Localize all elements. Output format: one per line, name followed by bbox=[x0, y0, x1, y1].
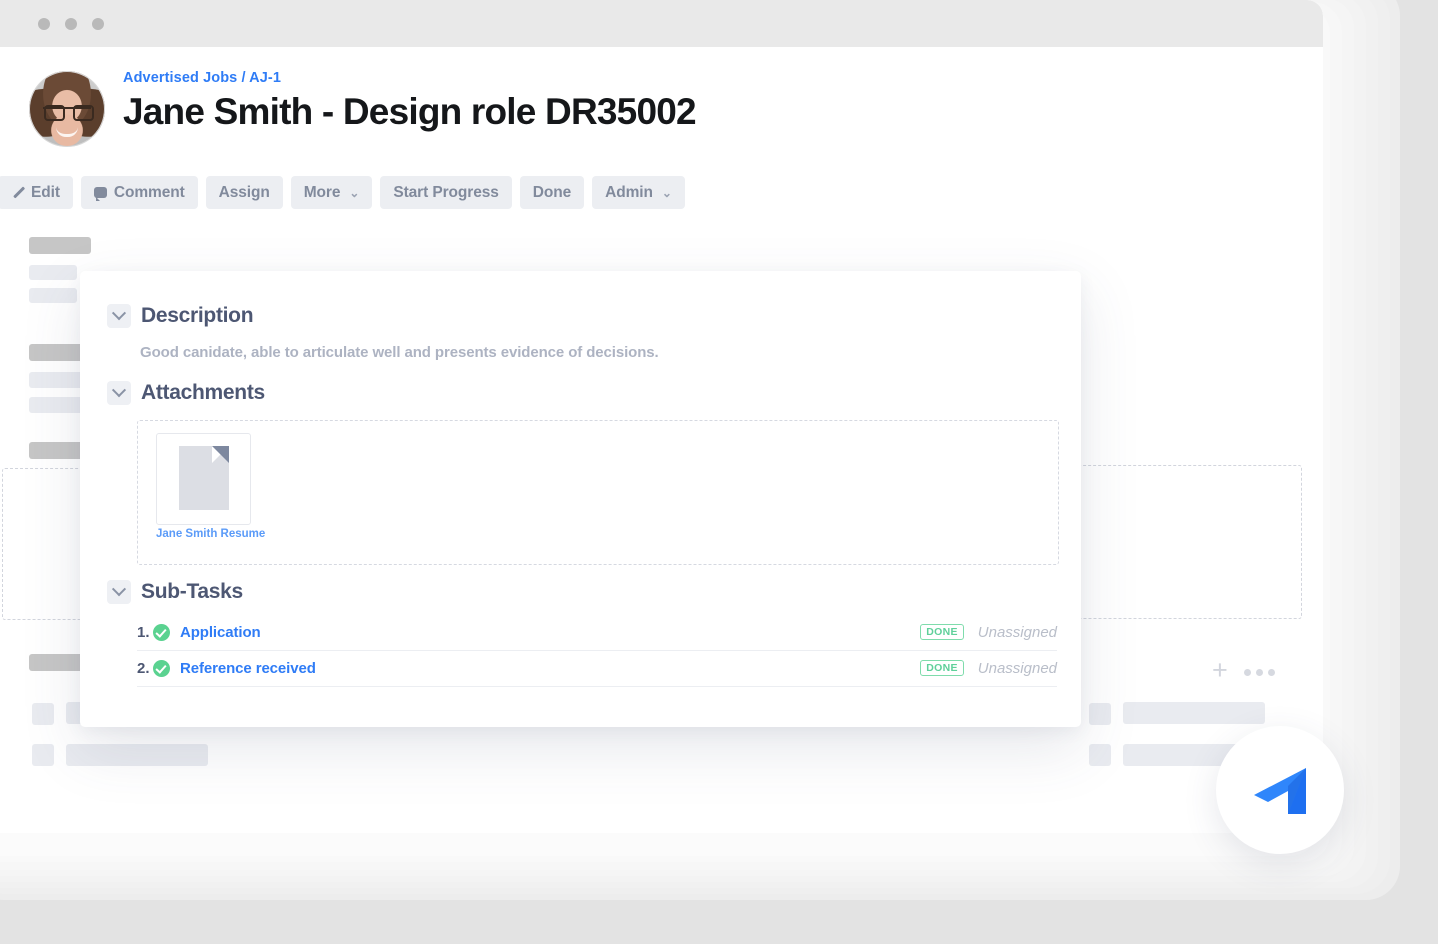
admin-button[interactable]: Admin ⌄ bbox=[592, 176, 685, 209]
glasses-icon bbox=[73, 105, 94, 121]
more-button-label: More bbox=[303, 183, 341, 201]
issue-header: Advertised Jobs / AJ-1 Jane Smith - Desi… bbox=[29, 68, 697, 147]
done-button[interactable]: Done bbox=[519, 176, 585, 209]
plus-icon[interactable]: + bbox=[1212, 655, 1228, 685]
subtask-assignee: Unassigned bbox=[977, 623, 1057, 641]
browser-window: Advertised Jobs / AJ-1 Jane Smith - Desi… bbox=[0, 0, 1323, 833]
attachments-heading: Attachments bbox=[141, 381, 265, 404]
start-progress-button-label: Start Progress bbox=[393, 183, 499, 201]
avatar bbox=[29, 71, 105, 147]
page-title: Jane Smith - Design role DR35002 bbox=[123, 91, 697, 132]
status-badge: DONE bbox=[920, 623, 964, 641]
admin-button-label: Admin bbox=[605, 183, 653, 201]
subtask-number: 2. bbox=[137, 659, 150, 677]
skeleton-square bbox=[1089, 703, 1111, 725]
edit-button[interactable]: Edit bbox=[0, 176, 73, 209]
check-circle-icon bbox=[153, 623, 170, 641]
skeleton-heading bbox=[29, 654, 91, 671]
chevron-down-icon: ⌄ bbox=[661, 185, 672, 200]
breadcrumb[interactable]: Advertised Jobs / AJ-1 bbox=[123, 70, 281, 86]
skeleton-line bbox=[29, 288, 77, 303]
edit-button-label: Edit bbox=[31, 183, 60, 201]
maximize-dot-icon[interactable] bbox=[92, 18, 104, 30]
chevron-down-icon[interactable] bbox=[107, 304, 131, 328]
skeleton-heading bbox=[29, 442, 91, 459]
subtask-row[interactable]: 2. Reference received DONE Unassigned bbox=[137, 650, 1057, 687]
skeleton-line bbox=[29, 372, 85, 388]
status-badge: DONE bbox=[920, 659, 964, 677]
action-toolbar: Edit Comment Assign More ⌄ Start Progres… bbox=[0, 176, 685, 209]
comment-button-label: Comment bbox=[113, 183, 185, 201]
pencil-icon bbox=[11, 186, 24, 199]
subtask-number: 1. bbox=[137, 623, 150, 641]
window-traffic-lights[interactable] bbox=[38, 18, 104, 30]
chevron-down-icon[interactable] bbox=[107, 381, 131, 405]
attachments-section-header: Attachments bbox=[107, 381, 265, 405]
more-button[interactable]: More ⌄ bbox=[290, 176, 373, 209]
subtasks-heading: Sub-Tasks bbox=[141, 580, 243, 603]
description-body: Good canidate, able to articulate well a… bbox=[140, 344, 659, 361]
skeleton-line bbox=[29, 397, 85, 413]
assign-button[interactable]: Assign bbox=[205, 176, 283, 209]
issue-detail-card: Description Good canidate, able to artic… bbox=[80, 271, 1081, 727]
skeleton-heading bbox=[29, 344, 91, 361]
assign-button-label: Assign bbox=[218, 183, 270, 201]
minimize-dot-icon[interactable] bbox=[65, 18, 77, 30]
file-fold-icon bbox=[212, 446, 229, 463]
description-section-header: Description bbox=[107, 304, 254, 328]
skeleton-square bbox=[32, 703, 54, 725]
subtask-name[interactable]: Reference received bbox=[180, 659, 316, 677]
speech-bubble-icon bbox=[93, 187, 107, 201]
subtask-row[interactable]: 1. Application DONE Unassigned bbox=[137, 614, 1057, 651]
glasses-icon bbox=[44, 105, 65, 121]
subtask-assignee: Unassigned bbox=[977, 659, 1057, 677]
paper-plane-logo bbox=[1254, 768, 1306, 814]
start-progress-button[interactable]: Start Progress bbox=[380, 176, 512, 209]
attachment-dropzone[interactable]: Jane Smith Resume bbox=[137, 420, 1059, 565]
skeleton-line bbox=[29, 265, 77, 280]
subtask-name[interactable]: Application bbox=[180, 623, 261, 641]
comment-button[interactable]: Comment bbox=[80, 176, 198, 209]
skeleton-square bbox=[1089, 744, 1111, 766]
close-dot-icon[interactable] bbox=[38, 18, 50, 30]
ellipsis-icon[interactable] bbox=[1244, 669, 1275, 676]
chevron-down-icon: ⌄ bbox=[349, 185, 360, 200]
attachment-name[interactable]: Jane Smith Resume bbox=[156, 528, 266, 540]
check-circle-icon bbox=[153, 659, 170, 677]
subtasks-section-header: Sub-Tasks bbox=[107, 580, 243, 604]
attachment-thumbnail[interactable] bbox=[156, 433, 251, 525]
skeleton-bar bbox=[1123, 702, 1265, 724]
description-heading: Description bbox=[141, 304, 254, 327]
window-titlebar bbox=[0, 0, 1323, 47]
document-file-icon bbox=[179, 446, 229, 510]
chevron-down-icon[interactable] bbox=[107, 580, 131, 604]
skeleton-square bbox=[32, 744, 54, 766]
page-content: Advertised Jobs / AJ-1 Jane Smith - Desi… bbox=[0, 47, 1323, 833]
done-button-label: Done bbox=[532, 183, 572, 201]
skeleton-heading bbox=[29, 237, 91, 254]
brand-logo-button[interactable] bbox=[1216, 726, 1344, 854]
skeleton-bar bbox=[66, 744, 208, 766]
